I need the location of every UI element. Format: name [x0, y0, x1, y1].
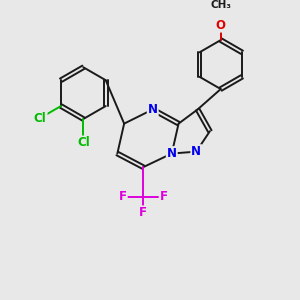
Text: CH₃: CH₃ [210, 0, 231, 10]
Text: O: O [216, 19, 226, 32]
Text: N: N [191, 145, 201, 158]
Text: Cl: Cl [77, 136, 90, 149]
Text: F: F [119, 190, 127, 203]
Text: F: F [160, 190, 168, 203]
Text: F: F [139, 206, 147, 219]
Text: Cl: Cl [34, 112, 46, 124]
Text: N: N [148, 103, 158, 116]
Text: N: N [167, 147, 177, 160]
